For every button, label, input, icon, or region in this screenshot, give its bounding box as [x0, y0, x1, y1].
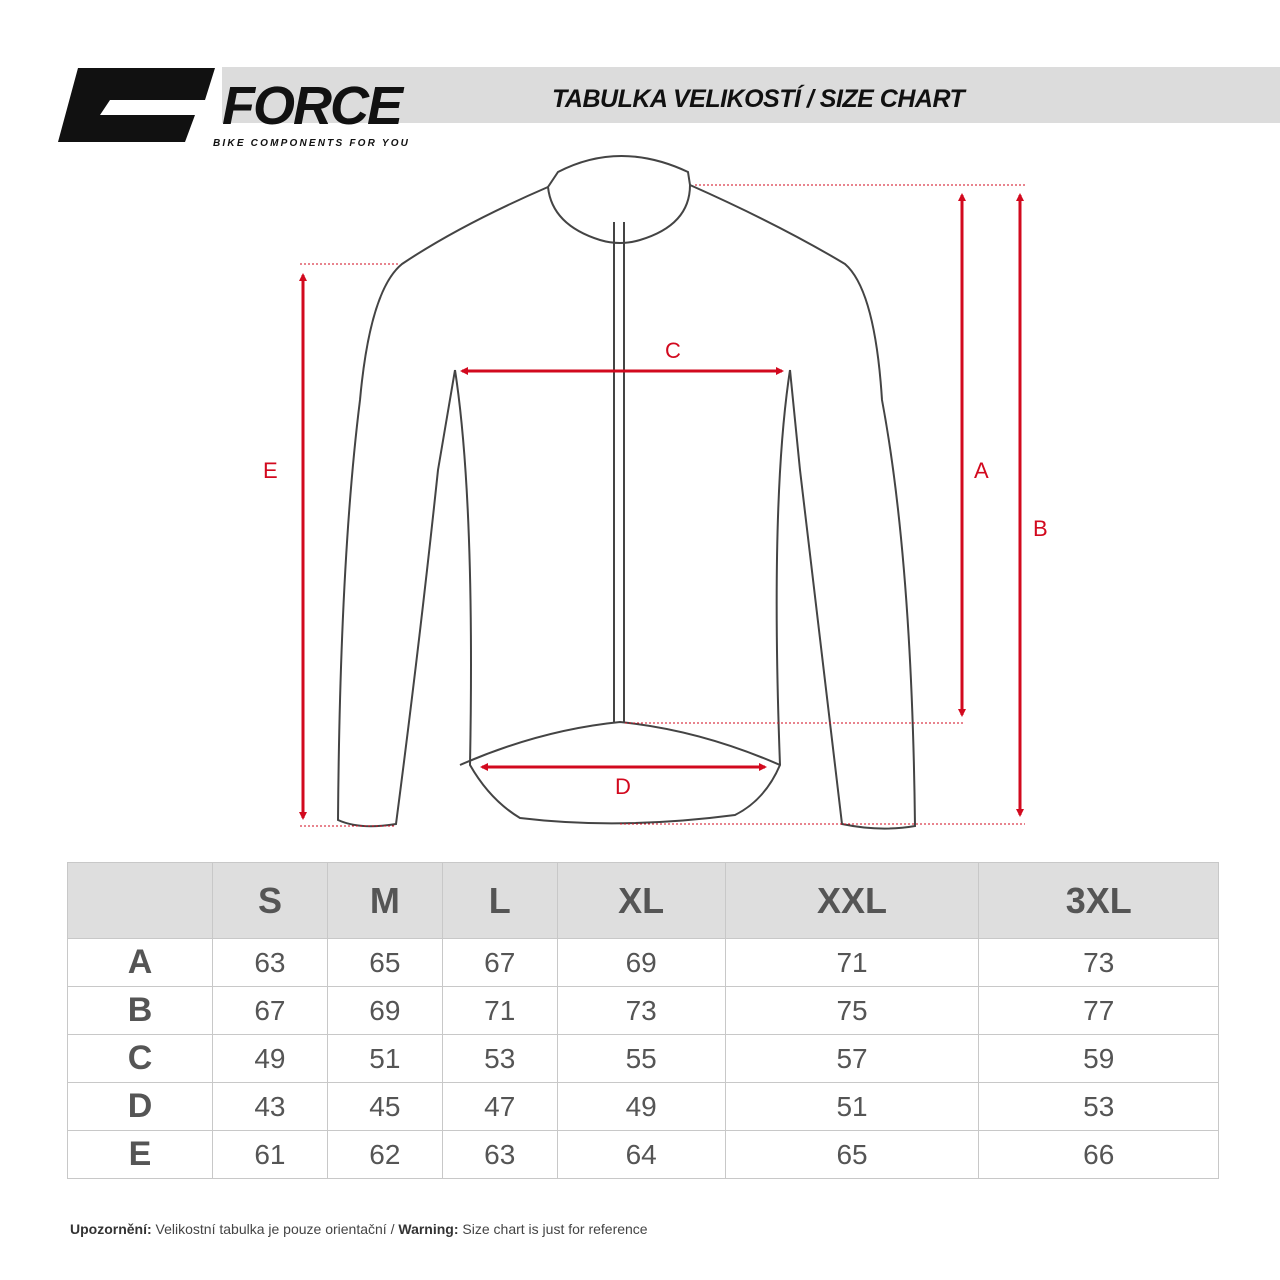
label-b: B: [1033, 516, 1048, 541]
measure-arrows: [299, 193, 1024, 820]
label-c: C: [665, 338, 681, 363]
brand-tagline: BIKE COMPONENTS FOR YOU: [213, 138, 411, 149]
size-table: S M L XL XXL 3XL A 63 65 67 69 71 73 B 67 69 71 73 7…: [67, 862, 1219, 1179]
warning-en-label: Warning:: [398, 1221, 459, 1237]
size-value: 73: [556, 986, 726, 1035]
column-header: 3XL: [978, 862, 1219, 939]
jersey-outline: [336, 155, 917, 830]
size-value: 57: [724, 1034, 980, 1083]
size-value: 45: [326, 1082, 443, 1131]
corner-cell: [67, 862, 213, 939]
size-value: 63: [212, 938, 328, 987]
page-title: TABULKA VELIKOSTÍ / SIZE CHART: [552, 85, 965, 113]
row-label: E: [67, 1130, 213, 1179]
label-d: D: [615, 774, 631, 799]
force-logo-mark: [58, 68, 215, 142]
size-value: 49: [556, 1082, 726, 1131]
table-row: C 49 51 53 55 57 59: [67, 1034, 1219, 1083]
table-row: A 63 65 67 69 71 73: [67, 938, 1219, 987]
table-row: D 43 45 47 49 51 53: [67, 1082, 1219, 1131]
size-value: 69: [326, 986, 443, 1035]
size-value: 67: [441, 938, 558, 987]
size-value: 62: [326, 1130, 443, 1179]
table-header-row: S M L XL XXL 3XL: [67, 862, 1219, 939]
label-a: A: [974, 458, 989, 483]
warning-en-text: Size chart is just for reference: [458, 1221, 648, 1237]
warning-cz-label: Upozornění:: [70, 1221, 152, 1237]
row-label: B: [67, 986, 213, 1035]
table-row: E 61 62 63 64 65 66: [67, 1130, 1219, 1179]
column-header: XXL: [724, 862, 980, 939]
size-value: 71: [441, 986, 558, 1035]
column-header: S: [212, 862, 328, 939]
brand-logo-text: FORCE: [222, 76, 403, 136]
size-value: 55: [556, 1034, 726, 1083]
size-value: 64: [556, 1130, 726, 1179]
label-e: E: [263, 458, 278, 483]
warning-note: Upozornění: Velikostní tabulka je pouze …: [70, 1221, 648, 1237]
size-value: 65: [724, 1130, 980, 1179]
guide-lines: [300, 184, 1025, 827]
warning-cz-text: Velikostní tabulka je pouze orientační /: [151, 1221, 399, 1237]
size-value: 63: [441, 1130, 558, 1179]
size-value: 69: [556, 938, 726, 987]
size-value: 47: [441, 1082, 558, 1131]
column-header: M: [326, 862, 443, 939]
size-value: 61: [212, 1130, 328, 1179]
row-label: C: [67, 1034, 213, 1083]
header-band: [222, 67, 1280, 123]
column-header: L: [441, 862, 558, 939]
size-value: 77: [978, 986, 1219, 1035]
size-value: 75: [724, 986, 980, 1035]
size-value: 53: [978, 1082, 1219, 1131]
size-value: 67: [212, 986, 328, 1035]
size-value: 53: [441, 1034, 558, 1083]
row-label: A: [67, 938, 213, 987]
size-value: 73: [978, 938, 1219, 987]
row-label: D: [67, 1082, 213, 1131]
size-value: 43: [212, 1082, 328, 1131]
size-value: 51: [326, 1034, 443, 1083]
size-value: 59: [978, 1034, 1219, 1083]
table-row: B 67 69 71 73 75 77: [67, 986, 1219, 1035]
size-value: 66: [978, 1130, 1219, 1179]
column-header: XL: [556, 862, 726, 939]
size-value: 65: [326, 938, 443, 987]
size-value: 71: [724, 938, 980, 987]
size-value: 51: [724, 1082, 980, 1131]
size-value: 49: [212, 1034, 328, 1083]
